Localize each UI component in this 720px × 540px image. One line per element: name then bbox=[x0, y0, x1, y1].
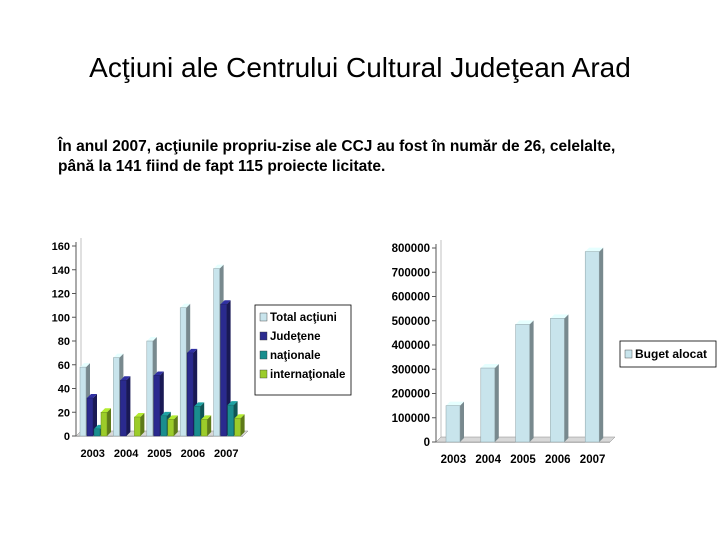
bar-2007-3 bbox=[234, 414, 245, 437]
y-tick-label: 100 bbox=[52, 312, 70, 324]
legend-label: internaţionale bbox=[270, 369, 345, 381]
y-tick-label: 500000 bbox=[392, 316, 430, 328]
x-tick-label: 2003 bbox=[80, 448, 104, 460]
legend-swatch bbox=[624, 349, 633, 359]
slide-title: Acţiuni ale Centrului Cultural Judeţean … bbox=[89, 52, 631, 83]
budget-bar-2005 bbox=[515, 320, 534, 443]
budget-chart: 0 100000 200000 300000 400000 500000 600000 700… bbox=[392, 240, 717, 466]
slide-subtitle: În anul 2007, acţiunile propriu-zise ale… bbox=[58, 137, 718, 177]
subtitle-line-2: până la 141 fiind de fapt 115 proiecte l… bbox=[58, 158, 386, 175]
legend-swatch bbox=[259, 331, 268, 341]
y-tick-label: 20 bbox=[58, 407, 70, 419]
y-tick-label: 60 bbox=[58, 360, 70, 372]
x-tick-label: 2004 bbox=[475, 454, 501, 466]
y-tick-label: 40 bbox=[58, 384, 70, 396]
budget-bar-2003 bbox=[445, 401, 464, 443]
legend-swatch bbox=[259, 312, 268, 322]
subtitle-line-1: În anul 2007, acţiunile propriu-zise ale… bbox=[58, 138, 616, 155]
budget-bar-2004 bbox=[480, 364, 499, 443]
bar-2007-1 bbox=[220, 300, 231, 437]
actions-chart: 0 20 40 60 80 100 120 140 160 2003 2004 2005 2006 200… bbox=[52, 238, 352, 460]
bar-2003-1 bbox=[86, 394, 97, 437]
legend-swatch bbox=[259, 350, 268, 360]
legend-label: naţionale bbox=[270, 350, 320, 362]
y-tick-label: 0 bbox=[64, 431, 70, 443]
y-tick-label: 100000 bbox=[392, 413, 430, 425]
legend-label: Buget alocat bbox=[635, 347, 707, 361]
bar-2004-3 bbox=[134, 413, 145, 437]
budget-bar-2006 bbox=[550, 314, 569, 443]
x-tick-label: 2006 bbox=[181, 448, 205, 460]
bar-2006-3 bbox=[200, 415, 212, 437]
y-tick-label: 600000 bbox=[392, 292, 430, 304]
y-tick-label: 160 bbox=[52, 241, 70, 253]
y-tick-label: 300000 bbox=[392, 364, 430, 376]
x-tick-label: 2005 bbox=[147, 448, 171, 460]
y-tick-label: 200000 bbox=[392, 389, 430, 401]
legend-label: Judeţene bbox=[270, 331, 321, 343]
legend-box bbox=[254, 304, 352, 396]
legend-swatch bbox=[259, 369, 268, 379]
bar-2003-3 bbox=[100, 408, 111, 437]
x-tick-label: 2006 bbox=[545, 454, 571, 466]
bar-2004-1 bbox=[120, 376, 131, 437]
x-tick-label: 2007 bbox=[214, 448, 238, 460]
y-tick-label: 140 bbox=[52, 265, 70, 277]
budget-bar-2007 bbox=[584, 247, 604, 443]
bar-2005-3 bbox=[167, 415, 178, 437]
y-tick-label: 0 bbox=[424, 437, 430, 449]
x-tick-label: 2004 bbox=[114, 448, 139, 460]
y-tick-label: 80 bbox=[58, 336, 70, 348]
y-tick-label: 800000 bbox=[392, 243, 430, 255]
x-tick-label: 2003 bbox=[441, 454, 467, 466]
y-tick-label: 120 bbox=[52, 289, 70, 301]
x-tick-label: 2005 bbox=[510, 454, 536, 466]
x-tick-label: 2007 bbox=[580, 454, 606, 466]
legend-label: Total acţiuni bbox=[270, 312, 337, 324]
y-tick-label: 700000 bbox=[392, 267, 430, 279]
y-tick-label: 400000 bbox=[392, 340, 430, 352]
legend-box bbox=[619, 340, 717, 368]
